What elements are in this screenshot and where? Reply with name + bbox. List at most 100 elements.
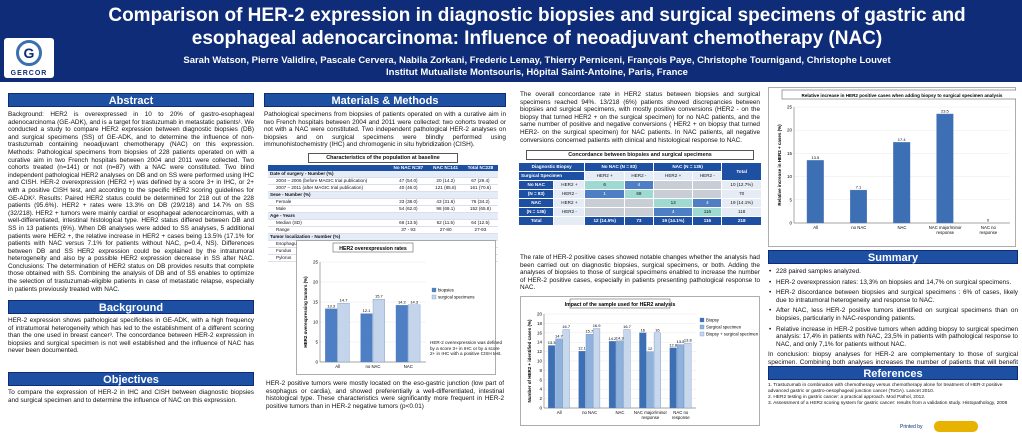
table-cell: (N = 135) — [517, 207, 555, 217]
data-label: 12.1 — [363, 308, 372, 313]
legend-swatch — [699, 331, 705, 337]
author-list: Sarah Watson, Pierre Validire, Pascale C… — [183, 55, 891, 66]
data-label: 13.3 — [327, 303, 336, 308]
bar — [669, 347, 677, 409]
table-cell: 19 (14.1%) — [721, 198, 762, 208]
bar — [372, 299, 385, 363]
x-tick-label: NAC no — [673, 410, 689, 415]
table-cell: 10 (12.7%) — [721, 180, 762, 190]
data-label: 0 — [987, 218, 990, 223]
table-cell — [584, 207, 625, 217]
y-tick-label: 20 — [537, 312, 543, 317]
table-row: Tumor localization - Number (%) — [268, 233, 498, 241]
summary-heading: Summary — [768, 250, 1018, 264]
objectives-section: Objectives To compare the expression of … — [8, 372, 254, 404]
table-row: No NAC HER2 +6 4 10 (12.7%) — [517, 180, 762, 190]
x-tick-label: NAC major/minor — [634, 410, 668, 415]
printer-footer: Printed by — [900, 420, 1018, 433]
baseline-table: No NAC N=87 NAC N=141 Total N=228 Date of … — [268, 165, 498, 262]
table-cell: 76 (34.2) — [462, 198, 498, 206]
table-row: Range 37 - 93 27-80 27-93 — [268, 226, 498, 234]
bar — [555, 338, 563, 409]
summary-item: After NAC, less HER-2 positive tumors id… — [768, 307, 1018, 322]
table-header-cell: HER2 - — [623, 171, 654, 181]
data-label: 14.2 — [609, 336, 618, 341]
bar — [684, 342, 692, 409]
bar — [360, 313, 373, 363]
summary-item: Relative increase in HER-2 positive tumo… — [768, 326, 1018, 349]
y-tick-label: 15 — [787, 151, 793, 156]
methods-text: Pathological specimens from biopsies of … — [264, 111, 506, 149]
table-cell: 70 — [721, 189, 762, 199]
table-cell: 13 — [652, 198, 694, 208]
baseline-table-title: Characteristics of the population at bas… — [308, 153, 458, 163]
baseline-table-block: Characteristics of the population at bas… — [268, 153, 498, 262]
bar — [408, 304, 421, 363]
summary-section: Summary 228 paired samples analyzed. HER-… — [768, 250, 1018, 382]
table-cell: 66 (13.5) — [388, 219, 429, 227]
table-row: Date of surgery - Number (%) — [268, 171, 498, 178]
data-label: 12 — [648, 346, 653, 351]
references-section: References 1. Trastuzumab in combination… — [768, 366, 1018, 407]
table-cell — [388, 233, 429, 241]
table-cell — [428, 191, 463, 199]
table-cell: Age - Years — [268, 212, 389, 220]
data-label: 12.1 — [578, 346, 587, 351]
her2-rates-svg: HER2 overexpression rates 0 5 10 15 20 25 HER2 … — [296, 240, 496, 375]
column-methods: Materials & Methods Pathological specime… — [264, 93, 506, 149]
table-cell: No NAC — [517, 180, 555, 190]
table-cell — [428, 233, 463, 241]
y-tick-label: 12 — [537, 349, 543, 354]
her2-definition-note: HER-2 overexpression was defined by a sc… — [430, 340, 503, 357]
logo-text: GERCOR — [10, 70, 48, 77]
x-tick-label: All — [335, 364, 340, 369]
y-tick-label: 4 — [539, 387, 542, 392]
impact-svg: Impact of the sample used for HER2 analy… — [520, 296, 760, 426]
results-top-text: The overall concordance rate in HER2 sta… — [520, 91, 760, 144]
y-tick-label: 2 — [539, 396, 542, 401]
table-cell: 161 (70.6) — [462, 184, 498, 192]
chart-title: HER2 overexpression rates — [339, 246, 407, 252]
y-tick-label: 25 — [313, 260, 319, 265]
table-row: Median (SD) 66 (13.5) 62 (11.5) 64 (12.5) — [268, 219, 498, 227]
table-cell: Total — [517, 216, 555, 226]
y-tick-label: 15 — [313, 300, 319, 305]
table-cell: 118 — [721, 207, 762, 217]
table-header-cell: No NAC (N = 83) — [584, 162, 654, 172]
chart-title: Relative increase in HER2 positive cases… — [802, 93, 1003, 98]
y-tick-label: 10 — [313, 320, 319, 325]
x-tick-label: response — [980, 230, 998, 235]
legend-label: Surgical specimen — [706, 325, 742, 330]
table-row: Male 54 (62.0) 98 (69.1) 152 (65.8) — [268, 205, 498, 213]
legend-label: biopsies — [438, 288, 454, 293]
table-cell: 67 (29.4) — [462, 177, 498, 185]
printer-logo — [934, 421, 978, 432]
x-tick-label: NAC — [615, 410, 624, 415]
bar — [585, 334, 593, 409]
table-cell: Male — [268, 205, 389, 213]
table-cell: 116 — [692, 216, 723, 226]
legend-label: Biopsy — [706, 318, 720, 323]
table-cell — [462, 212, 498, 220]
data-label: 16.7 — [623, 324, 632, 329]
chart-frame — [768, 87, 1016, 247]
x-tick-label: no NAC — [851, 225, 866, 230]
table-row: NAC HER2 + 13 4 19 (14.1%) — [517, 198, 762, 208]
table-cell — [623, 198, 654, 208]
table-cell: 69 — [623, 189, 654, 199]
table-row: Total 12 (14.5%) 73 19 (14.1%) 116 218 — [517, 216, 762, 226]
data-label: 15.7 — [375, 294, 384, 299]
table-row: Female 33 (38.0) 43 (31.6) 76 (34.2) — [268, 198, 498, 206]
table-cell: 6 — [584, 180, 625, 190]
data-label: 13.8 — [684, 338, 693, 343]
y-tick-label: 10 — [787, 174, 793, 179]
summary-item: HER-2 overexpression rates: 13,3% on bio… — [768, 279, 1018, 287]
y-tick-label: 0 — [539, 406, 542, 411]
her2-rates-chart: HER2 overexpression rates 0 5 10 15 20 25 HER2 … — [296, 240, 496, 375]
table-header-cell: Surgical Specimen — [517, 171, 586, 181]
x-tick-label: response — [642, 415, 660, 420]
x-tick-label: All — [813, 225, 818, 230]
legend-swatch — [431, 294, 437, 300]
table-header-row: Diagnostic Biopsy No NAC (N = 83) NAC (N =… — [517, 162, 762, 181]
